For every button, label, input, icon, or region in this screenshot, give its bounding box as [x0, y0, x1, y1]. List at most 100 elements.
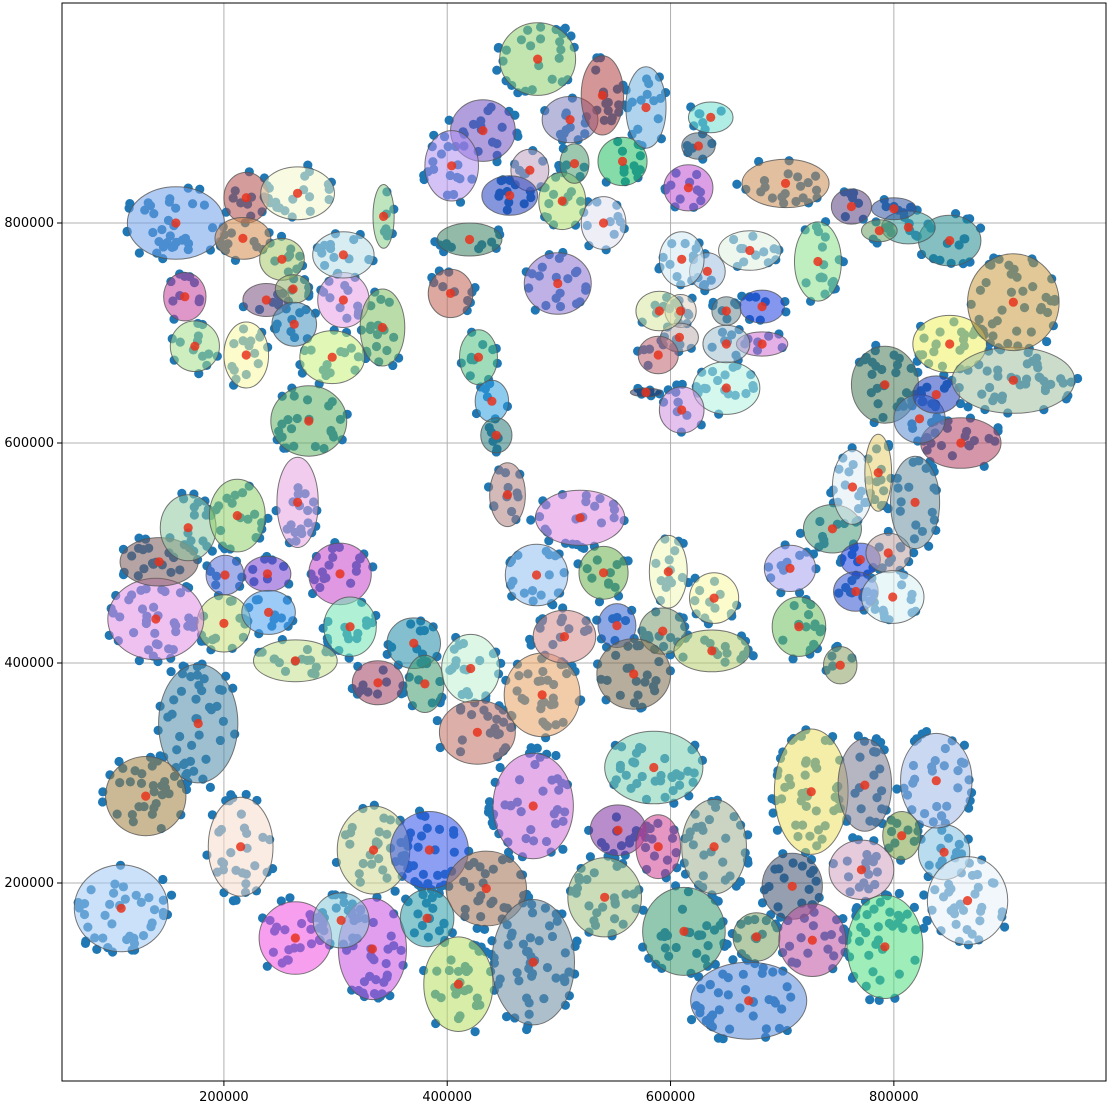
- cluster-center: [613, 825, 623, 835]
- cluster-center: [345, 622, 355, 632]
- scatter-point: [853, 731, 863, 741]
- scatter-point: [205, 782, 215, 792]
- cluster-center: [141, 791, 151, 801]
- scatter-point: [722, 939, 732, 949]
- scatter-point: [558, 844, 568, 854]
- scatter-point: [492, 65, 502, 75]
- cluster-center: [873, 468, 883, 478]
- cluster-center: [491, 430, 501, 440]
- cluster-center: [533, 54, 543, 64]
- cluster-center: [813, 256, 823, 267]
- scatter-point: [919, 890, 929, 900]
- cluster-center: [693, 141, 704, 151]
- scatter-point: [551, 750, 561, 761]
- cluster-center: [575, 513, 585, 523]
- cluster-center: [807, 935, 817, 945]
- y-tick-label: 600000: [4, 436, 54, 451]
- scatter-point: [848, 833, 858, 843]
- cluster-center: [721, 306, 731, 316]
- cluster-center: [241, 193, 251, 203]
- cluster-center: [409, 638, 419, 648]
- cluster-center: [241, 350, 251, 360]
- scatter-point: [1042, 336, 1052, 347]
- cluster-center: [856, 865, 867, 875]
- cluster-center: [677, 405, 687, 415]
- cluster-center: [641, 387, 651, 397]
- scatter-point: [963, 402, 973, 412]
- cluster-center: [445, 288, 456, 298]
- cluster-center: [675, 306, 686, 316]
- cluster-center: [473, 352, 484, 362]
- cluster-center: [860, 780, 870, 790]
- cluster-center: [502, 490, 513, 500]
- scatter-point: [526, 515, 536, 525]
- cluster-center: [277, 254, 287, 264]
- scatter-point: [390, 886, 400, 896]
- cluster-center: [855, 555, 865, 565]
- cluster-center: [654, 306, 664, 316]
- cluster-center: [220, 570, 230, 580]
- cluster-center: [939, 847, 949, 857]
- cluster-center: [569, 159, 580, 169]
- cluster-center: [880, 380, 890, 390]
- cluster-center: [478, 126, 488, 136]
- cluster-center: [612, 621, 622, 631]
- cluster-center: [553, 278, 563, 289]
- cluster-center: [600, 892, 610, 902]
- cluster-center: [154, 557, 164, 567]
- scatter-point: [479, 924, 490, 934]
- scatter-point: [241, 789, 251, 800]
- scatter-point: [768, 808, 778, 818]
- scatter-point: [484, 797, 495, 807]
- cluster-center: [835, 660, 845, 670]
- scatter-point: [472, 923, 482, 934]
- cluster-center: [335, 569, 345, 579]
- scatter-point: [231, 895, 241, 905]
- cluster-center: [236, 842, 246, 852]
- cluster-center: [945, 339, 955, 349]
- cluster-center: [338, 295, 348, 305]
- cluster-center: [290, 656, 300, 666]
- cluster-center: [528, 957, 538, 967]
- cluster-center: [505, 190, 515, 201]
- cluster-center: [565, 115, 575, 125]
- cluster-center: [787, 881, 797, 891]
- cluster-center: [874, 226, 884, 236]
- cluster-center: [292, 497, 303, 507]
- cluster-center: [641, 102, 651, 113]
- cluster-center: [116, 903, 126, 913]
- cluster-center: [663, 567, 673, 577]
- cluster-center: [629, 669, 639, 679]
- cluster-center: [263, 607, 274, 618]
- scatter-point: [894, 888, 904, 899]
- cluster-center: [674, 332, 685, 342]
- x-tick-label: 400000: [422, 1090, 472, 1105]
- cluster-center: [424, 845, 434, 855]
- cluster-center: [931, 390, 941, 400]
- cluster-center: [677, 254, 687, 264]
- scatter-point: [470, 1027, 480, 1037]
- cluster-center: [180, 292, 190, 302]
- cluster-center: [1008, 297, 1018, 307]
- cluster-center: [806, 787, 816, 797]
- scatter-point: [285, 893, 295, 903]
- cluster-center: [851, 586, 861, 597]
- cluster-center: [327, 352, 337, 362]
- cluster-center: [709, 842, 719, 852]
- cluster-center: [525, 165, 535, 175]
- cluster-center: [880, 942, 890, 952]
- cluster-center: [794, 622, 804, 632]
- cluster-center: [847, 482, 858, 492]
- scatter-point: [922, 915, 932, 926]
- cluster-center: [304, 416, 314, 426]
- cluster-center: [903, 222, 913, 232]
- x-tick-label: 200000: [199, 1090, 249, 1105]
- y-tick-label: 800000: [4, 216, 54, 231]
- cluster-center: [653, 350, 663, 360]
- scatter-point: [97, 797, 108, 807]
- scatter-point: [166, 666, 176, 677]
- cluster-center: [702, 266, 712, 276]
- cluster-center: [888, 592, 898, 602]
- cluster-center: [757, 302, 767, 312]
